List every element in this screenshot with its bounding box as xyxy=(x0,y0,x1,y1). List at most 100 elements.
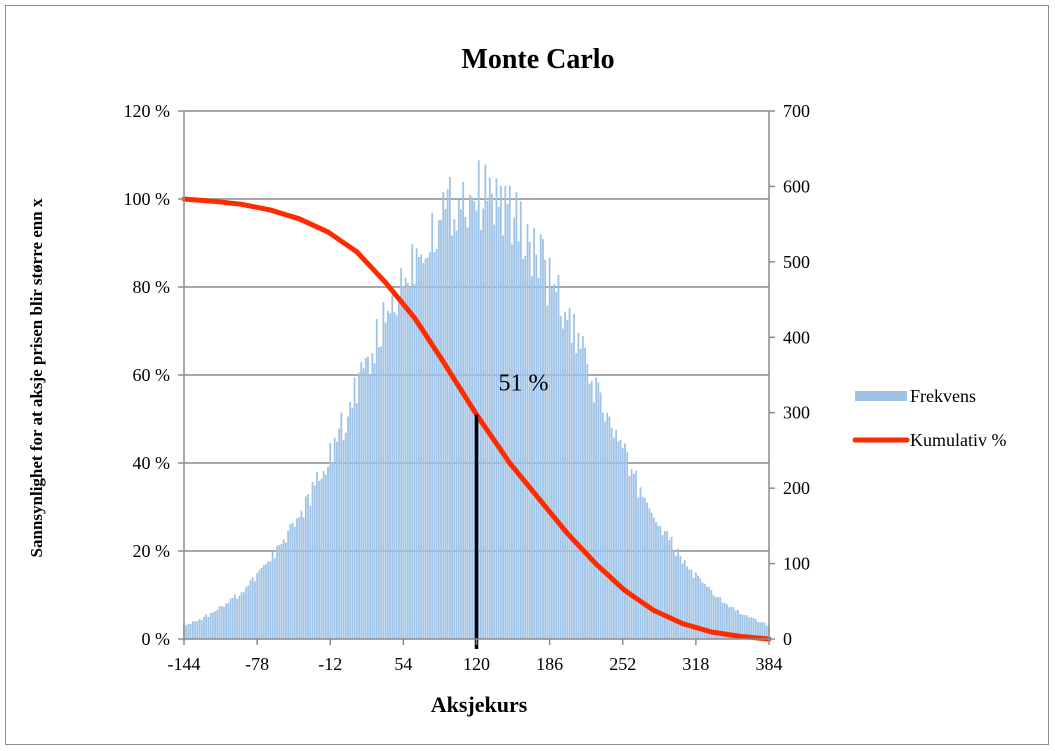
frequency-bar xyxy=(265,564,267,639)
frequency-bar xyxy=(745,615,748,639)
frequency-bar xyxy=(533,227,536,639)
frequency-bar xyxy=(300,510,303,639)
y-tick-right: 200 xyxy=(783,478,810,498)
frequency-bar xyxy=(566,319,569,639)
annotation-label: 51 % xyxy=(499,371,549,397)
frequency-bar xyxy=(440,219,442,639)
frequency-bar xyxy=(511,244,513,639)
monte-carlo-chart: Monte Carlo 51 % 0 % 20 % 40 % 60 % 80 % 100 … xyxy=(27,44,1007,717)
frequency-bar xyxy=(548,257,551,639)
frequency-bar xyxy=(318,480,321,639)
frequency-bar xyxy=(484,164,487,639)
frequency-bar xyxy=(668,540,671,639)
frequency-bar xyxy=(539,234,542,639)
x-tick: -78 xyxy=(245,654,269,674)
frequency-bar xyxy=(282,539,285,639)
frequency-bar xyxy=(537,277,540,639)
frequency-bar xyxy=(400,268,403,639)
frequency-bar xyxy=(247,585,250,639)
frequency-bar xyxy=(739,614,742,639)
frequency-bar xyxy=(402,286,405,639)
frequency-bar xyxy=(205,614,208,639)
frequency-bar xyxy=(648,508,651,639)
frequency-bar xyxy=(424,258,427,639)
frequency-bar xyxy=(435,248,438,639)
legend-label-kumulativ: Kumulativ % xyxy=(910,430,1007,450)
frequency-bar xyxy=(262,564,265,639)
y-tick-left: 0 % xyxy=(142,629,171,649)
frequency-bar xyxy=(267,561,270,639)
y-tick-left: 100 % xyxy=(124,189,171,209)
frequency-bar xyxy=(599,392,602,639)
frequency-bar xyxy=(362,368,365,639)
frequency-bar xyxy=(663,530,666,639)
legend-swatch-frekvens xyxy=(855,391,907,401)
frequency-bar xyxy=(570,342,573,639)
frequency-bar xyxy=(573,314,575,639)
frequency-bar xyxy=(763,622,766,639)
frequency-bar xyxy=(697,575,699,639)
frequency-bar xyxy=(610,427,613,639)
y-tick-left: 40 % xyxy=(133,453,171,473)
frequency-bar xyxy=(293,526,296,639)
frequency-bar xyxy=(593,402,595,639)
frequency-bar xyxy=(624,443,626,639)
frequency-bar xyxy=(398,301,400,639)
frequency-bar xyxy=(422,263,425,639)
frequency-bar xyxy=(661,535,664,639)
y-tick-right: 0 xyxy=(783,629,792,649)
frequency-bar xyxy=(225,603,228,639)
frequency-bar xyxy=(349,401,352,639)
frequency-bar xyxy=(338,428,341,639)
frequency-bar xyxy=(296,518,298,639)
frequency-bar xyxy=(508,185,511,639)
frequency-bar xyxy=(302,517,305,639)
frequency-bar xyxy=(743,615,746,639)
frequency-bar xyxy=(712,595,715,639)
frequency-bar xyxy=(280,544,283,639)
x-tick: -12 xyxy=(318,654,342,674)
frequency-bar xyxy=(655,522,657,639)
frequency-bar xyxy=(759,622,762,639)
frequency-bar xyxy=(635,470,637,639)
frequency-bar xyxy=(462,181,465,639)
frequency-bar xyxy=(748,617,750,639)
frequency-bar xyxy=(681,563,684,639)
frequency-bar xyxy=(371,353,374,639)
frequency-bar xyxy=(333,437,336,639)
frequency-bar xyxy=(229,598,232,639)
frequency-bar xyxy=(433,252,436,640)
frequency-bar xyxy=(504,185,507,639)
frequency-bar xyxy=(269,561,272,639)
frequency-bar xyxy=(353,377,356,639)
frequency-bar xyxy=(652,517,655,639)
frequency-bar xyxy=(194,621,196,639)
frequency-bar xyxy=(254,581,256,639)
frequency-bar xyxy=(581,336,584,639)
frequency-bar xyxy=(214,611,216,639)
frequency-bar xyxy=(453,219,456,640)
frequency-bar xyxy=(659,526,662,639)
frequency-bar xyxy=(185,625,188,639)
frequency-bar xyxy=(238,595,241,639)
frequency-bar xyxy=(723,603,726,639)
frequency-bar xyxy=(497,206,500,640)
frequency-bar xyxy=(234,594,236,639)
frequency-bar xyxy=(409,286,411,639)
frequency-bar xyxy=(446,189,449,639)
frequency-bar xyxy=(670,537,673,639)
frequency-bar xyxy=(382,302,385,639)
frequency-bar xyxy=(429,252,431,639)
frequency-bar xyxy=(517,241,520,639)
frequency-bar xyxy=(714,597,717,639)
frequency-bar xyxy=(564,311,567,639)
axes xyxy=(178,110,775,645)
frequency-bar xyxy=(355,403,358,639)
frequency-bar xyxy=(466,227,469,639)
frequency-bar xyxy=(730,606,733,639)
y-tick-right: 500 xyxy=(783,252,810,272)
frequency-bar xyxy=(495,178,498,639)
frequency-bar xyxy=(750,617,753,639)
frequency-bar xyxy=(626,452,629,639)
frequency-bar xyxy=(442,192,445,639)
